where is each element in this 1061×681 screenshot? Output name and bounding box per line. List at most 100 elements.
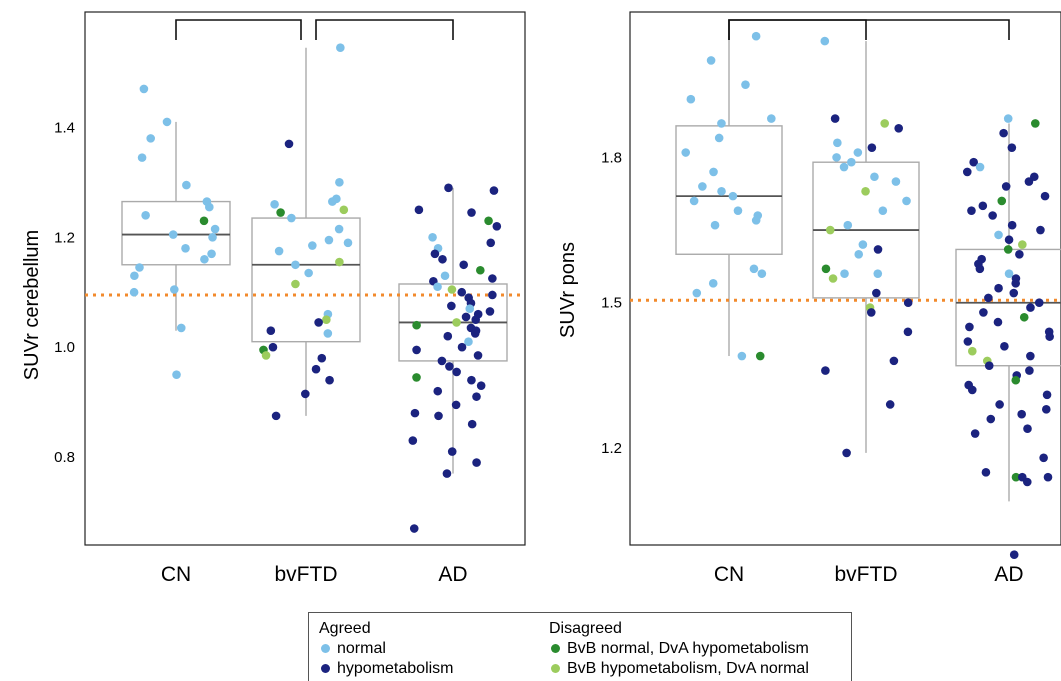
point-AD-hypometabolism (437, 356, 447, 366)
point-CN-normal (141, 211, 150, 220)
legend-disagreed: Disagreed BvB normal, DvA hypometabolism… (549, 619, 809, 679)
point-bvFTD-normal (839, 162, 849, 172)
point-CN-normal (757, 269, 767, 278)
point-bvFTD-bvb_normal_dva_hypo (276, 208, 285, 217)
point-AD-hypometabolism (1000, 342, 1009, 351)
point-AD-hypometabolism (457, 287, 467, 297)
point-CN-normal (135, 263, 144, 272)
point-bvFTD-hypometabolism (271, 411, 281, 421)
point-bvFTD-normal (833, 138, 842, 148)
point-CN-normal (681, 148, 691, 157)
point-bvFTD-hypometabolism (889, 356, 899, 366)
point-bvFTD-hypometabolism (885, 400, 895, 409)
point-bvFTD-hypometabolism (867, 143, 877, 152)
point-AD-hypometabolism (1001, 182, 1011, 191)
point-CN-normal (170, 285, 179, 294)
point-AD-hypometabolism (1011, 279, 1021, 288)
point-CN-normal (130, 271, 139, 281)
point-AD-normal (975, 162, 985, 172)
point-bvFTD-normal (854, 249, 864, 259)
point-AD-hypometabolism (445, 362, 454, 371)
point-AD-hypometabolism (447, 447, 457, 456)
point-AD-hypometabolism (1024, 177, 1034, 186)
y-tick-label: 0.8 (54, 449, 75, 466)
point-bvFTD-normal (336, 43, 345, 53)
point-bvFTD-hypometabolism (903, 327, 913, 337)
point-CN-normal (162, 117, 172, 127)
point-AD-bvb_normal_dva_hypo (1003, 245, 1013, 254)
point-AD-hypometabolism (975, 264, 985, 274)
point-CN-normal (714, 133, 724, 143)
point-AD-hypometabolism (963, 337, 973, 346)
point-AD-hypometabolism (1004, 235, 1014, 245)
point-AD-hypometabolism (473, 351, 483, 360)
point-bvFTD-normal (873, 269, 883, 278)
point-CN-bvb_normal_dva_hypo (755, 351, 765, 361)
point-AD-hypometabolism (1026, 351, 1035, 361)
point-AD-bvb_hypo_dva_normal (447, 285, 457, 294)
point-CN-normal (181, 243, 190, 253)
point-AD-hypometabolism (467, 375, 476, 385)
legend-item-hypometabolism: hypometabolism (319, 659, 454, 679)
legend-agreed-title: Agreed (319, 620, 371, 637)
point-AD-hypometabolism (410, 408, 420, 418)
point-AD-hypometabolism (1041, 405, 1051, 414)
point-bvFTD-normal (847, 157, 856, 167)
legend-label-bvb-hypo-dva-normal: BvB hypometabolism, DvA normal (567, 660, 809, 677)
x-tick-label-CN: CN (161, 563, 191, 586)
point-bvFTD-normal (287, 213, 296, 223)
y-tick-label: 1.0 (54, 339, 75, 356)
point-AD-normal (994, 230, 1003, 240)
point-AD-hypometabolism (1026, 303, 1035, 312)
point-bvFTD-normal (902, 196, 911, 206)
point-CN-normal (733, 206, 743, 215)
y-tick-label: 1.8 (601, 149, 622, 166)
y-tick-label: 1.2 (601, 440, 622, 457)
point-AD-hypometabolism (1009, 288, 1019, 298)
point-AD-hypometabolism (409, 524, 419, 533)
point-CN-bvb_normal_dva_hypo (199, 216, 209, 226)
point-CN-normal (168, 230, 178, 239)
point-AD-normal (464, 337, 473, 346)
point-bvFTD-bvb_hypo_dva_normal (339, 205, 349, 215)
point-AD-hypometabolism (1034, 298, 1044, 308)
point-AD-hypometabolism (962, 167, 972, 177)
comparison-bracket-CN-AD (728, 19, 1010, 40)
point-AD-hypometabolism (1009, 550, 1019, 559)
point-CN-normal (176, 323, 186, 333)
y-axis-label: SUVr pons (557, 242, 579, 338)
legend-label-bvb-normal-dva-hypo: BvB normal, DvA hypometabolism (567, 640, 809, 657)
point-AD-bvb_normal_dva_hypo (1019, 312, 1029, 322)
point-AD-normal (1004, 269, 1014, 278)
point-CN-normal (737, 351, 747, 361)
point-CN-normal (751, 216, 761, 225)
point-bvFTD-normal (891, 177, 901, 186)
point-AD-hypometabolism (1007, 220, 1017, 230)
point-AD-hypometabolism (984, 361, 994, 371)
point-AD-hypometabolism (461, 312, 471, 322)
point-AD-hypometabolism (1042, 390, 1052, 400)
point-bvFTD-normal (840, 269, 849, 278)
point-CN-normal (708, 279, 718, 288)
point-CN-normal (728, 191, 738, 201)
point-AD-hypometabolism (1022, 477, 1032, 487)
point-bvFTD-bvb_hypo_dva_normal (825, 225, 835, 235)
point-bvFTD-bvb_hypo_dva_normal (828, 274, 838, 283)
legend-item-bvb-hypo-dva-normal: BvB hypometabolism, DvA normal (549, 659, 809, 679)
point-bvFTD-hypometabolism (872, 288, 881, 298)
point-AD-hypometabolism (472, 392, 481, 401)
point-bvFTD-normal (324, 235, 334, 245)
point-bvFTD-hypometabolism (301, 389, 310, 399)
point-CN-normal (751, 31, 761, 41)
point-AD-hypometabolism (1039, 453, 1048, 463)
point-bvFTD-hypometabolism (268, 342, 278, 352)
comparison-bracket-CN-bvFTD (728, 19, 867, 40)
point-bvFTD-normal (853, 148, 863, 157)
point-AD-hypometabolism (452, 367, 461, 377)
box-CN (121, 200, 231, 266)
point-AD-bvb_normal_dva_hypo (484, 216, 493, 226)
point-bvFTD-normal (291, 260, 300, 270)
point-bvFTD-hypometabolism (873, 245, 883, 254)
point-bvFTD-hypometabolism (317, 353, 327, 363)
